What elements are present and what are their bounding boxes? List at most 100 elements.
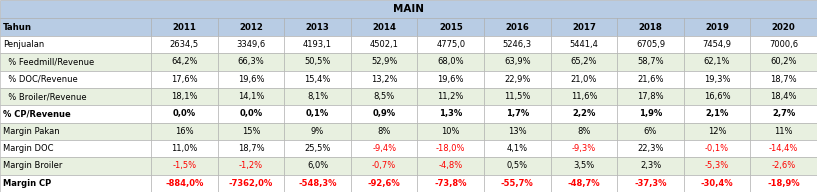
Text: -55,7%: -55,7%	[501, 179, 534, 188]
Text: 17,6%: 17,6%	[171, 75, 198, 84]
Text: 10%: 10%	[441, 127, 460, 136]
Text: -73,8%: -73,8%	[435, 179, 467, 188]
Text: 1,7%: 1,7%	[506, 109, 529, 118]
Text: -884,0%: -884,0%	[165, 179, 203, 188]
Text: 2015: 2015	[439, 22, 462, 31]
Bar	[217, 88, 284, 105]
Bar	[417, 88, 484, 105]
Bar	[618, 157, 684, 175]
Text: % DOC/Revenue: % DOC/Revenue	[3, 75, 78, 84]
Text: 2018: 2018	[639, 22, 663, 31]
Bar	[551, 175, 618, 192]
Text: 0,1%: 0,1%	[306, 109, 329, 118]
Bar	[217, 71, 284, 88]
Text: 4775,0: 4775,0	[436, 40, 466, 49]
Text: 58,7%: 58,7%	[637, 57, 664, 66]
Text: 22,9%: 22,9%	[504, 75, 530, 84]
Text: 1,9%: 1,9%	[639, 109, 662, 118]
Text: 25,5%: 25,5%	[305, 144, 331, 153]
Bar	[151, 18, 217, 36]
Bar	[551, 123, 618, 140]
Text: -2,6%: -2,6%	[771, 161, 796, 170]
Text: 19,6%: 19,6%	[438, 75, 464, 84]
Bar	[350, 53, 417, 71]
Bar	[750, 140, 817, 157]
Bar	[151, 123, 217, 140]
Bar	[551, 140, 618, 157]
Bar	[284, 105, 350, 123]
Text: -30,4%: -30,4%	[701, 179, 734, 188]
Text: 5246,3: 5246,3	[502, 40, 532, 49]
Text: 65,2%: 65,2%	[571, 57, 597, 66]
Bar	[618, 71, 684, 88]
Bar	[684, 18, 750, 36]
Bar	[551, 105, 618, 123]
Bar	[284, 88, 350, 105]
Bar	[684, 175, 750, 192]
Text: 11,5%: 11,5%	[504, 92, 530, 101]
Text: 15%: 15%	[242, 127, 261, 136]
Text: 2,2%: 2,2%	[572, 109, 596, 118]
Text: 11,0%: 11,0%	[172, 144, 198, 153]
Text: 15,4%: 15,4%	[305, 75, 331, 84]
Bar	[618, 175, 684, 192]
Bar	[0, 71, 151, 88]
Text: 4502,1: 4502,1	[370, 40, 399, 49]
Bar	[684, 105, 750, 123]
Text: 5441,4: 5441,4	[569, 40, 598, 49]
Text: 2,7%: 2,7%	[772, 109, 795, 118]
Bar	[417, 53, 484, 71]
Text: 2013: 2013	[306, 22, 329, 31]
Text: 2020: 2020	[772, 22, 796, 31]
Text: 18,4%: 18,4%	[770, 92, 797, 101]
Bar	[684, 123, 750, 140]
Text: 2,1%: 2,1%	[705, 109, 729, 118]
Text: % CP/Revenue: % CP/Revenue	[3, 109, 71, 118]
Bar	[750, 71, 817, 88]
Bar	[217, 105, 284, 123]
Text: -1,2%: -1,2%	[239, 161, 263, 170]
Bar	[618, 140, 684, 157]
Bar	[284, 175, 350, 192]
Text: 4193,1: 4193,1	[303, 40, 332, 49]
Text: 7454,9: 7454,9	[703, 40, 731, 49]
Text: -9,4%: -9,4%	[372, 144, 396, 153]
Text: 6705,9: 6705,9	[636, 40, 665, 49]
Bar	[684, 88, 750, 105]
Bar	[750, 18, 817, 36]
Bar	[417, 157, 484, 175]
Text: 0,9%: 0,9%	[373, 109, 395, 118]
Text: 22,3%: 22,3%	[637, 144, 663, 153]
Bar	[217, 36, 284, 53]
Text: -9,3%: -9,3%	[572, 144, 596, 153]
Bar	[684, 36, 750, 53]
Bar	[750, 105, 817, 123]
Bar	[350, 18, 417, 36]
Text: 19,6%: 19,6%	[238, 75, 264, 84]
Text: 17,8%: 17,8%	[637, 92, 664, 101]
Bar	[551, 88, 618, 105]
Bar	[484, 157, 551, 175]
Text: 9%: 9%	[311, 127, 324, 136]
Bar	[417, 18, 484, 36]
Text: 60,2%: 60,2%	[770, 57, 797, 66]
Text: -18,0%: -18,0%	[436, 144, 466, 153]
Bar	[151, 105, 217, 123]
Text: 2019: 2019	[705, 22, 729, 31]
Text: Margin DOC: Margin DOC	[3, 144, 53, 153]
Bar	[551, 53, 618, 71]
Text: 12%: 12%	[708, 127, 726, 136]
Text: 63,9%: 63,9%	[504, 57, 531, 66]
Bar	[151, 157, 217, 175]
Text: 13%: 13%	[508, 127, 527, 136]
Text: 0,5%: 0,5%	[507, 161, 528, 170]
Text: 66,3%: 66,3%	[238, 57, 265, 66]
Text: 7000,6: 7000,6	[769, 40, 798, 49]
Text: -7362,0%: -7362,0%	[229, 179, 273, 188]
Bar	[417, 123, 484, 140]
Text: 2,3%: 2,3%	[640, 161, 661, 170]
Text: -4,8%: -4,8%	[439, 161, 463, 170]
Text: -48,7%: -48,7%	[568, 179, 600, 188]
Text: 11,2%: 11,2%	[438, 92, 464, 101]
Text: -14,4%: -14,4%	[769, 144, 798, 153]
